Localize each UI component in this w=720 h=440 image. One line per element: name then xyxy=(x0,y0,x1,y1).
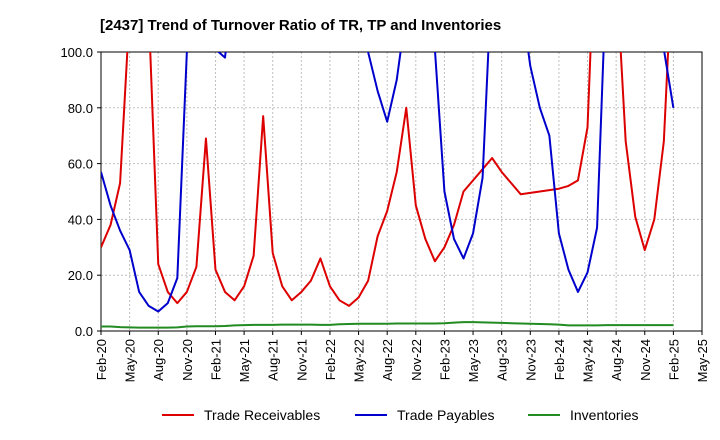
x-tick-label: Feb-24 xyxy=(552,339,567,380)
plot-frame xyxy=(100,51,703,332)
x-tick-label: May-21 xyxy=(237,339,252,382)
grid-lines xyxy=(100,51,703,332)
x-tick-label: Feb-23 xyxy=(437,339,452,380)
series-line-trade-receivables xyxy=(101,52,670,307)
plot-border xyxy=(100,51,703,332)
x-tick-label: Feb-25 xyxy=(666,339,681,380)
x-tick-label: Nov-22 xyxy=(409,339,424,381)
x-tick-label: May-23 xyxy=(466,339,481,382)
x-tick-label: Aug-22 xyxy=(380,339,395,381)
x-tick-label: Aug-21 xyxy=(266,339,281,381)
y-tick-label: 20.0 xyxy=(68,268,93,283)
x-tick-label: May-20 xyxy=(123,339,138,382)
x-tick-label: May-22 xyxy=(352,339,367,382)
y-tick-label: 0.0 xyxy=(75,324,93,339)
x-tick-label: Nov-20 xyxy=(180,339,195,381)
x-tick-label: Feb-22 xyxy=(323,339,338,380)
x-tick-label: May-24 xyxy=(581,339,596,382)
x-tick-label: Feb-21 xyxy=(208,339,223,380)
x-axis: Feb-20 May-20 Aug-20 Nov-20 Feb-21 May-21 Aug-… xyxy=(94,331,710,382)
series-line-inventories xyxy=(101,321,674,329)
y-tick-label: 40.0 xyxy=(68,212,93,227)
legend-label: Trade Receivables xyxy=(204,407,320,423)
legend-label: Trade Payables xyxy=(397,407,495,423)
x-tick-label: Aug-24 xyxy=(609,339,624,381)
y-tick-label: 60.0 xyxy=(68,157,93,172)
x-tick-label: Nov-24 xyxy=(638,339,653,381)
y-tick-label: 100.0 xyxy=(60,45,93,60)
y-tick-label: 80.0 xyxy=(68,101,93,116)
series-group xyxy=(101,52,675,329)
legend-label: Inventories xyxy=(570,407,638,423)
x-tick-label: May-25 xyxy=(695,339,710,382)
x-tick-label: Feb-20 xyxy=(94,339,109,380)
y-axis: 0.0 20.0 40.0 60.0 80.0 100.0 xyxy=(60,45,101,339)
series-line-trade-payables xyxy=(101,52,675,313)
x-tick-label: Nov-23 xyxy=(523,339,538,381)
x-tick-label: Aug-23 xyxy=(495,339,510,381)
x-tick-label: Nov-21 xyxy=(294,339,309,381)
legend: Trade Receivables Trade Payables Inventori… xyxy=(162,407,638,423)
chart-title: [2437] Trend of Turnover Ratio of TR, TP… xyxy=(100,17,501,34)
x-tick-label: Aug-20 xyxy=(151,339,166,381)
